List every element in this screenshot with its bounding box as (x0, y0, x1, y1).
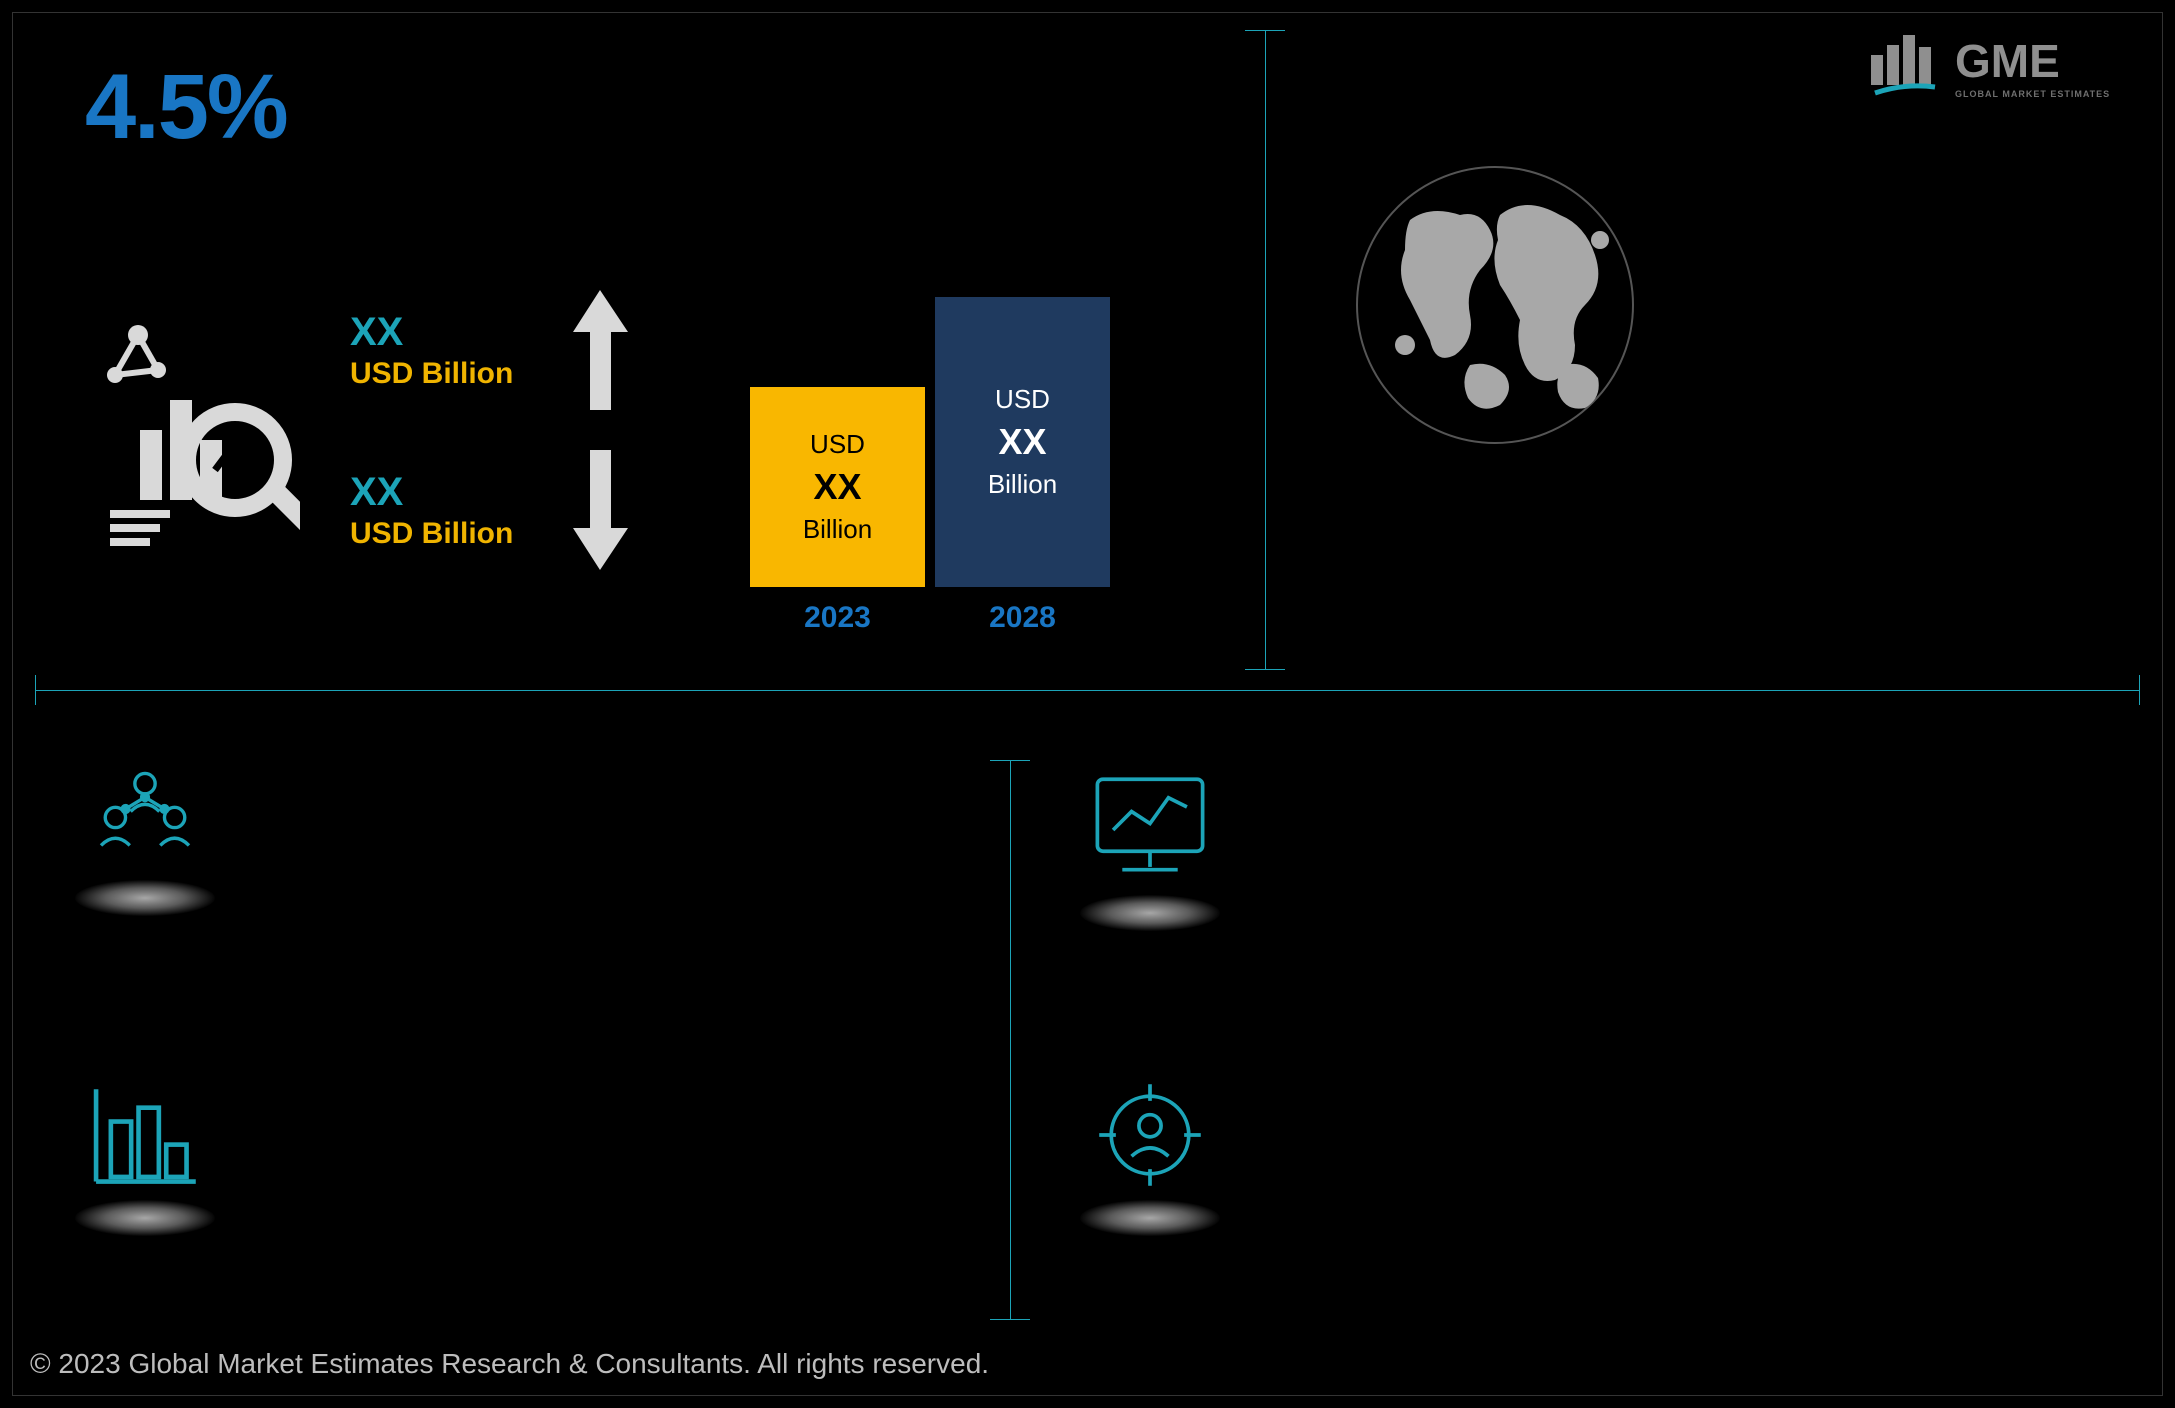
bar-unit: Billion (988, 469, 1057, 500)
divider-vertical-top (1265, 30, 1266, 670)
bar-year-label: 2023 (750, 601, 925, 635)
bar-unit: Billion (803, 514, 872, 545)
bar-chart-icon (80, 1080, 210, 1210)
lower-unit: USD Billion (350, 517, 513, 551)
bar-2028: USD XX Billion (935, 297, 1110, 587)
upper-value: XX (350, 310, 513, 355)
divider-horizontal (35, 690, 2140, 691)
bar-2023: USD XX Billion (750, 387, 925, 587)
bar-year-label: 2028 (935, 601, 1110, 635)
team-icon (80, 765, 210, 895)
arrow-up-icon (573, 290, 628, 410)
logo-text: GME (1955, 35, 2060, 87)
icon-shadow (75, 880, 215, 916)
market-research-icon (100, 320, 300, 550)
logo-subtext: GLOBAL MARKET ESTIMATES (1955, 89, 2110, 99)
trend-monitor-icon (1085, 770, 1215, 900)
bar-value: XX (998, 421, 1046, 463)
icon-shadow (1080, 895, 1220, 931)
lower-value: XX (350, 470, 513, 515)
bar-value: XX (813, 466, 861, 508)
icon-shadow (1080, 1200, 1220, 1236)
bar-currency: USD (995, 384, 1050, 415)
market-size-range: XX USD Billion XX USD Billion (350, 270, 730, 610)
arrow-down-icon (573, 450, 628, 570)
cagr-value: 4.5% (85, 55, 287, 160)
copyright-text: © 2023 Global Market Estimates Research … (30, 1348, 989, 1380)
upper-unit: USD Billion (350, 357, 513, 391)
gme-logo: GME GLOBAL MARKET ESTIMATES (1865, 25, 2135, 115)
divider-vertical-bottom (1010, 760, 1011, 1320)
icon-shadow (75, 1200, 215, 1236)
target-user-icon (1085, 1075, 1215, 1205)
bar-currency: USD (810, 429, 865, 460)
globe-icon (1350, 160, 1640, 450)
market-size-bar-chart: USD XX Billion 2023 USD XX Billion 2028 (750, 255, 1150, 635)
